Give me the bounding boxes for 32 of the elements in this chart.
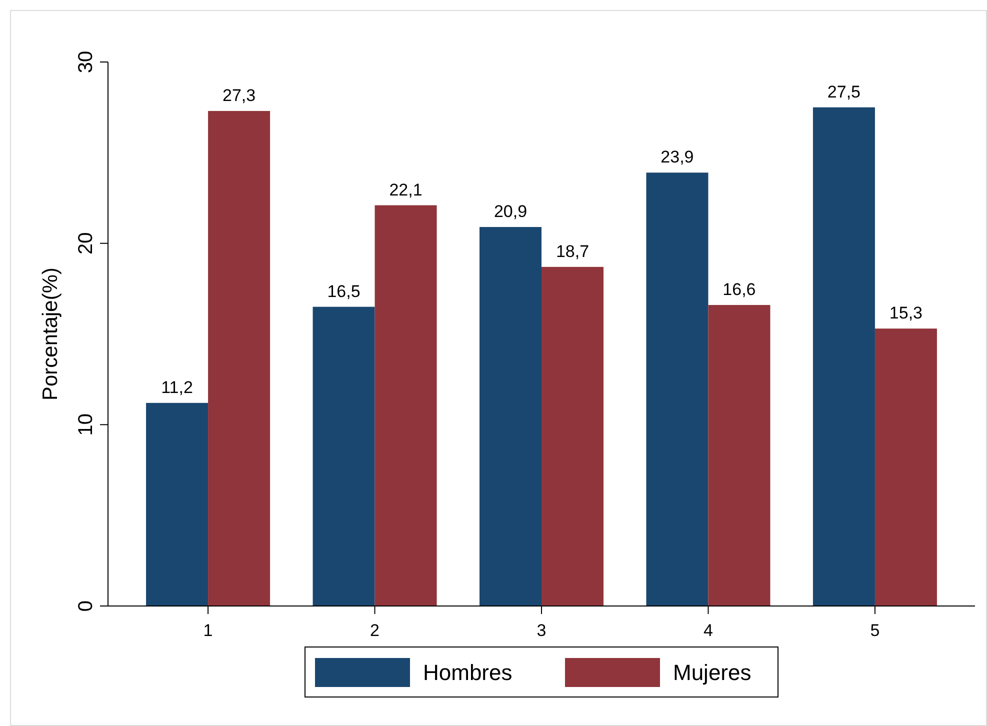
x-tick-label: 3 <box>536 621 546 640</box>
bar <box>146 402 208 606</box>
data-label: 15,3 <box>889 304 923 323</box>
bar <box>646 172 708 606</box>
legend-label: Mujeres <box>673 660 752 685</box>
data-label: 22,1 <box>389 180 422 200</box>
y-tick-label: 0 <box>75 600 97 612</box>
data-label: 23,9 <box>660 148 694 167</box>
x-tick-label: 1 <box>203 621 213 640</box>
bar <box>874 328 937 606</box>
legend-label: Hombres <box>423 660 512 685</box>
data-label: 11,2 <box>161 378 193 397</box>
bar <box>708 304 770 606</box>
data-label: 16,5 <box>327 282 360 301</box>
y-tick-label: 20 <box>75 232 97 254</box>
data-label: 27,3 <box>222 86 256 105</box>
bar <box>542 266 604 606</box>
bar <box>312 306 375 606</box>
data-label: 27,5 <box>827 82 861 102</box>
x-tick-label: 4 <box>703 621 713 640</box>
bar <box>208 110 270 606</box>
y-tick-label: 10 <box>75 414 97 436</box>
data-label: 18,7 <box>556 242 590 261</box>
x-tick-label: 2 <box>370 621 380 640</box>
bar <box>480 227 542 606</box>
data-label: 16,6 <box>722 280 756 299</box>
bar <box>374 205 437 606</box>
data-label: 20,9 <box>494 202 528 222</box>
y-tick-label: 30 <box>75 50 97 74</box>
y-axis-title: Porcentaje(%) <box>39 267 62 401</box>
x-tick-label: 5 <box>870 621 880 640</box>
bar <box>812 107 875 606</box>
